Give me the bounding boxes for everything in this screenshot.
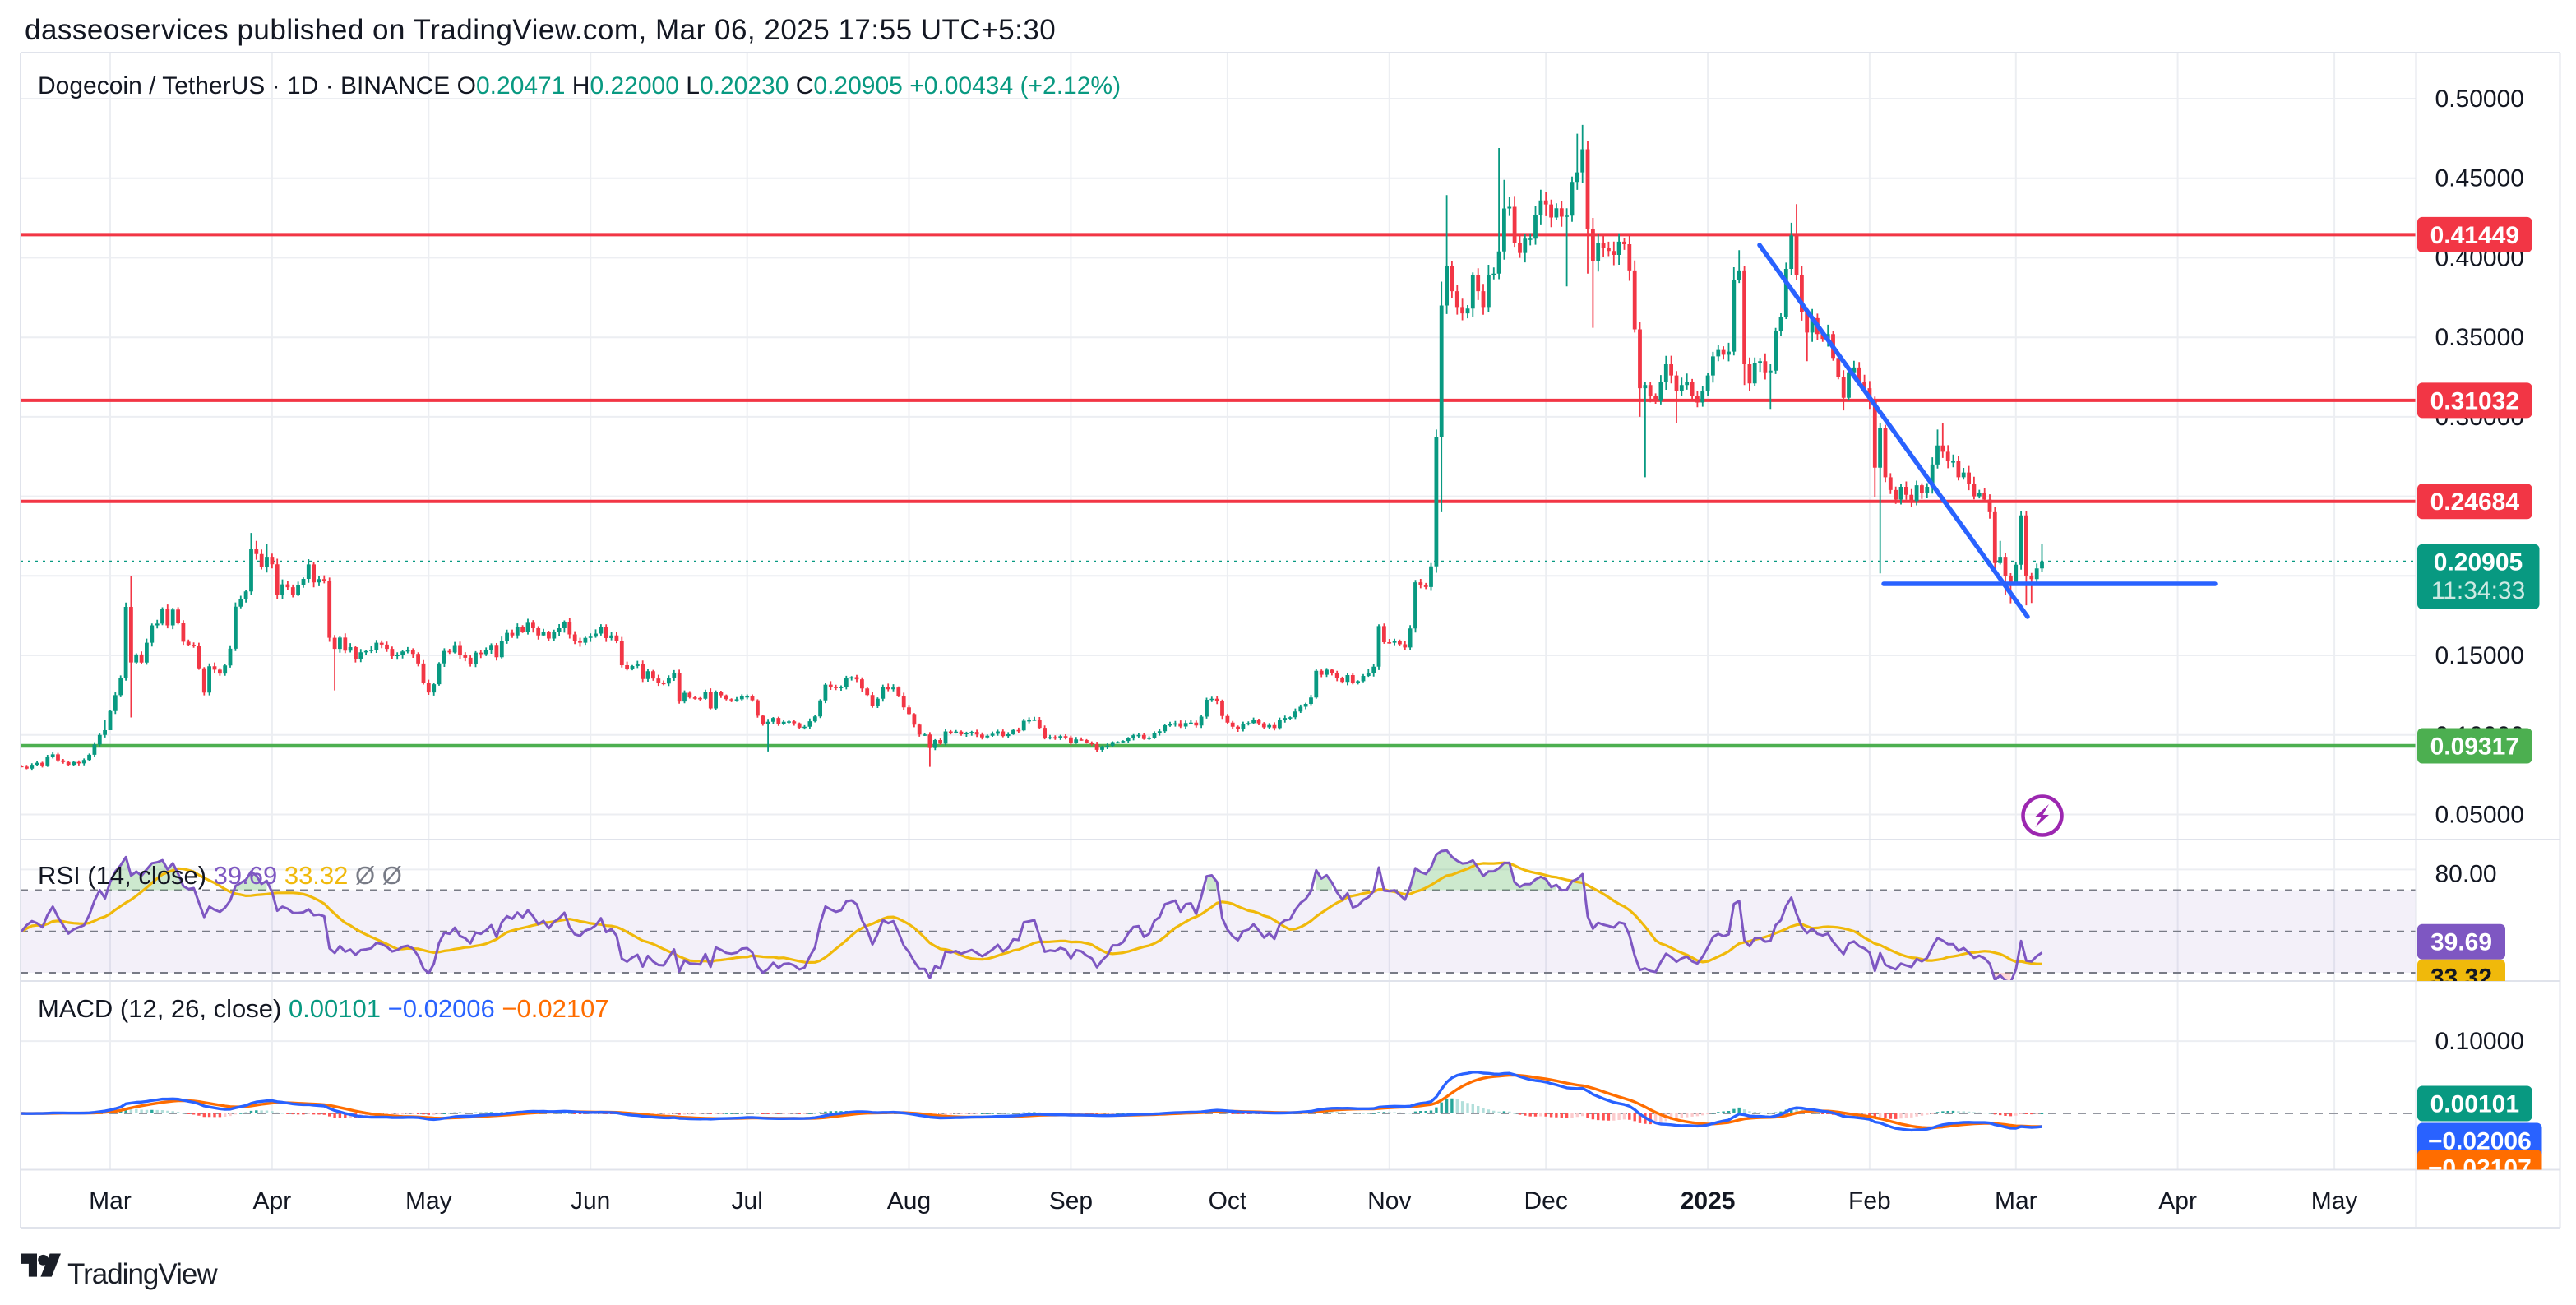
svg-text:0.05000: 0.05000 — [2435, 802, 2524, 829]
svg-text:0.15000: 0.15000 — [2435, 642, 2524, 669]
svg-text:0.41449: 0.41449 — [2430, 222, 2519, 249]
svg-text:RSI (14, close) 39.69 33.32 Ø: RSI (14, close) 39.69 33.32 Ø Ø — [38, 861, 402, 890]
svg-text:Dogecoin / TetherUS · 1D · BIN: Dogecoin / TetherUS · 1D · BINANCE O0.20… — [38, 72, 1121, 99]
svg-text:33.32: 33.32 — [2430, 965, 2492, 992]
svg-text:Sep: Sep — [1049, 1187, 1093, 1215]
svg-text:39.69: 39.69 — [2430, 929, 2492, 956]
svg-text:0.20905: 0.20905 — [2434, 548, 2523, 576]
svg-text:Jun: Jun — [571, 1187, 610, 1215]
svg-text:0.31032: 0.31032 — [2430, 387, 2519, 414]
svg-text:dasseoservices published on Tr: dasseoservices published on TradingView.… — [25, 14, 1056, 46]
svg-text:2025: 2025 — [1681, 1187, 1736, 1215]
svg-text:0.09317: 0.09317 — [2430, 733, 2519, 761]
svg-text:0.10000: 0.10000 — [2435, 1028, 2524, 1055]
svg-text:11:34:33: 11:34:33 — [2431, 577, 2526, 604]
svg-text:Dec: Dec — [1524, 1187, 1568, 1215]
svg-text:80.00: 80.00 — [2435, 860, 2497, 887]
svg-text:Oct: Oct — [1209, 1187, 1247, 1215]
svg-text:Mar: Mar — [1995, 1187, 2037, 1215]
svg-text:0.00101: 0.00101 — [2430, 1091, 2519, 1118]
svg-text:Jul: Jul — [732, 1187, 763, 1215]
svg-text:May: May — [2311, 1187, 2358, 1215]
svg-text:Apr: Apr — [2158, 1187, 2197, 1215]
svg-text:0.24684: 0.24684 — [2430, 488, 2520, 516]
svg-text:Apr: Apr — [253, 1187, 292, 1215]
svg-text:−0.02107: −0.02107 — [2428, 1155, 2532, 1182]
svg-text:0.45000: 0.45000 — [2435, 165, 2524, 192]
svg-text:TradingView: TradingView — [67, 1258, 218, 1290]
svg-text:May: May — [405, 1187, 452, 1215]
svg-text:Mar: Mar — [89, 1187, 132, 1215]
svg-text:Aug: Aug — [887, 1187, 931, 1215]
svg-text:Nov: Nov — [1367, 1187, 1411, 1215]
svg-text:MACD (12, 26, close) 0.00101 −: MACD (12, 26, close) 0.00101 −0.02006 −0… — [38, 994, 609, 1023]
svg-text:0.50000: 0.50000 — [2435, 86, 2524, 113]
svg-text:0.35000: 0.35000 — [2435, 324, 2524, 351]
svg-text:Feb: Feb — [1848, 1187, 1891, 1215]
